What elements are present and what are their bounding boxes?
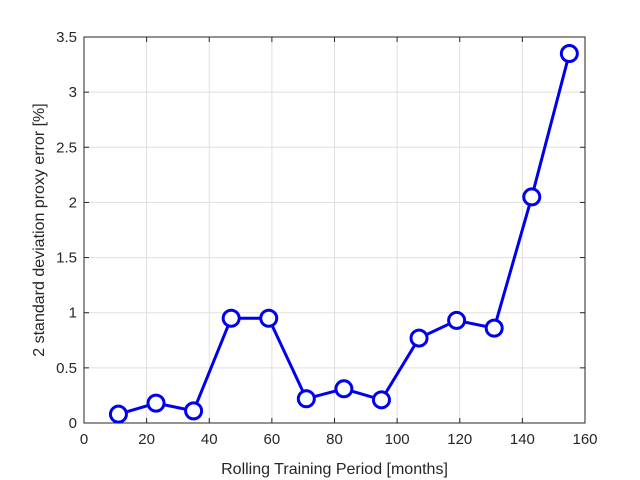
y-axis-label: 2 standard deviation proxy error [%] — [31, 103, 48, 356]
x-tick-label: 80 — [326, 431, 343, 448]
y-axis: 0 0.5 1 1.5 2 2.5 3 3.5 — [56, 29, 585, 432]
data-point — [447, 310, 467, 330]
data-point — [409, 328, 429, 348]
data-point — [371, 390, 391, 410]
x-axis-label: Rolling Training Period [months] — [221, 461, 448, 478]
x-tick-label: 40 — [201, 431, 218, 448]
x-tick-label: 160 — [572, 431, 597, 448]
y-tick-label: 0.5 — [56, 360, 77, 377]
x-tick-label: 100 — [385, 431, 410, 448]
data-point — [184, 401, 204, 421]
y-tick-label: 2 — [69, 194, 77, 211]
series-group — [108, 44, 579, 424]
x-tick-label: 60 — [264, 431, 281, 448]
data-point — [484, 318, 504, 338]
y-tick-label: 3 — [69, 84, 77, 101]
y-tick-label: 1 — [69, 305, 77, 322]
data-point — [296, 389, 316, 409]
x-tick-label: 20 — [138, 431, 155, 448]
data-point — [334, 379, 354, 399]
data-point — [522, 187, 542, 207]
y-tick-label: 0 — [69, 415, 77, 432]
x-tick-label: 0 — [80, 431, 88, 448]
y-tick-label: 2.5 — [56, 139, 77, 156]
data-point — [559, 44, 579, 64]
y-tick-label: 1.5 — [56, 250, 77, 267]
data-point — [259, 308, 279, 328]
y-tick-label: 3.5 — [56, 29, 77, 46]
data-point — [221, 308, 241, 328]
x-tick-label: 140 — [510, 431, 535, 448]
data-point — [108, 404, 128, 424]
data-point — [146, 393, 166, 413]
x-axis: 0 20 40 60 80 100 120 140 160 — [80, 37, 598, 448]
x-tick-label: 120 — [447, 431, 472, 448]
